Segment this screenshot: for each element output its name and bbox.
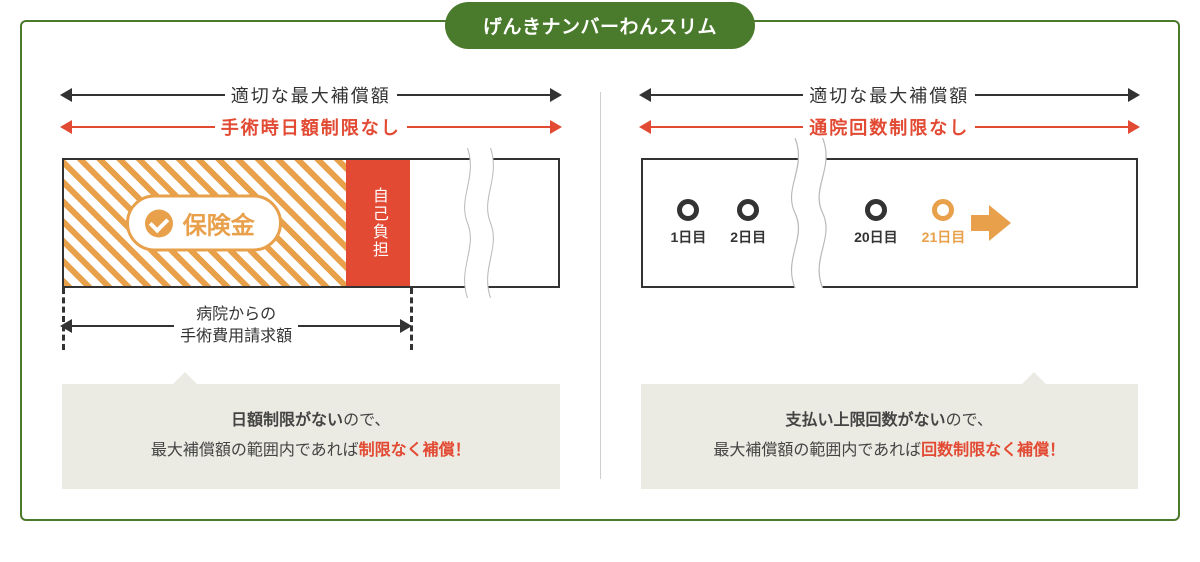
- hospital-cost-line2: 手術費用請求額: [180, 328, 292, 345]
- day-label: 1日目: [671, 227, 707, 247]
- hospital-cost-arrow: 病院からの 手術費用請求額: [62, 304, 410, 349]
- day-item: 1日目: [671, 199, 707, 247]
- hospital-cost-row: 病院からの 手術費用請求額: [62, 292, 560, 360]
- insurance-badge-label: 保険金: [183, 206, 255, 241]
- hospital-cost-line1: 病院からの: [196, 306, 276, 323]
- left-note-box: 日額制限がないので、 最大補償額の範囲内であれば制限なく補償！: [62, 384, 560, 489]
- arrow-right-icon: [298, 325, 410, 327]
- right-top-arrow-text: 適切な最大補償額: [809, 82, 969, 108]
- arrow-right-icon: [397, 94, 560, 96]
- day-label: 2日目: [730, 227, 766, 247]
- bar-self-pay: 自己負担: [346, 160, 411, 286]
- day-item: 20日目: [854, 199, 898, 247]
- right-note-tail: ので、: [946, 412, 993, 429]
- arrow-right-icon: [407, 126, 560, 128]
- right-top-arrow-row: 適切な最大補償額: [641, 82, 1139, 108]
- arrow-left-icon: [641, 126, 804, 128]
- left-note-tail: ので、: [343, 412, 390, 429]
- left-top-arrow-row: 適切な最大補償額: [62, 82, 560, 108]
- arrow-right-icon: [975, 94, 1138, 96]
- right-panel: 適切な最大補償額 通院回数制限なし 1日目 2日目: [641, 82, 1139, 489]
- right-red-arrow-text: 通院回数制限なし: [809, 114, 969, 140]
- spacer: [641, 288, 1139, 360]
- wave-break-icon: [460, 148, 500, 298]
- arrow-left-icon: [62, 325, 174, 327]
- wave-break-icon: [786, 148, 834, 298]
- day-label: 20日目: [854, 227, 898, 247]
- arrow-left-icon: [62, 126, 215, 128]
- right-red-arrow-row: 通院回数制限なし: [641, 114, 1139, 140]
- arrow-right-icon: [975, 126, 1138, 128]
- right-note-bold: 支払い上限回数がない: [786, 412, 946, 429]
- circle-icon: [932, 199, 954, 221]
- left-red-arrow-text: 手術時日額制限なし: [221, 114, 401, 140]
- infographic-container: げんきナンバーわんスリム 適切な最大補償額 手術時日額制限なし 自己負担 保険金: [20, 20, 1180, 521]
- day-item: 2日目: [730, 199, 766, 247]
- title-pill: げんきナンバーわんスリム: [445, 2, 755, 49]
- circle-icon: [865, 199, 887, 221]
- left-note-bold: 日額制限がない: [231, 412, 343, 429]
- hospital-cost-text: 病院からの 手術費用請求額: [180, 304, 292, 349]
- arrow-left-icon: [641, 94, 804, 96]
- day-label: 21日目: [922, 227, 966, 247]
- right-note-red: 回数制限なく補償！: [921, 442, 1065, 459]
- left-note-red: 制限なく補償！: [359, 442, 471, 459]
- check-icon: [145, 209, 173, 237]
- left-red-arrow-row: 手術時日額制限なし: [62, 114, 560, 140]
- circle-icon: [677, 199, 699, 221]
- left-panel: 適切な最大補償額 手術時日額制限なし 自己負担 保険金: [62, 82, 560, 489]
- day-item: 21日目: [922, 199, 966, 247]
- days-diagram: 1日目 2日目 20日目: [641, 158, 1139, 288]
- right-note-line2a: 最大補償額の範囲内であれば: [713, 442, 921, 459]
- insurance-badge: 保険金: [126, 195, 282, 252]
- left-note-line2a: 最大補償額の範囲内であれば: [151, 442, 359, 459]
- left-top-arrow-text: 適切な最大補償額: [231, 82, 391, 108]
- right-note-box: 支払い上限回数がないので、 最大補償額の範囲内であれば回数制限なく補償！: [641, 384, 1139, 489]
- frame: 適切な最大補償額 手術時日額制限なし 自己負担 保険金: [20, 20, 1180, 521]
- circle-icon: [737, 199, 759, 221]
- left-bar-diagram: 自己負担 保険金: [62, 158, 560, 288]
- arrow-left-icon: [62, 94, 225, 96]
- vertical-divider: [600, 92, 601, 479]
